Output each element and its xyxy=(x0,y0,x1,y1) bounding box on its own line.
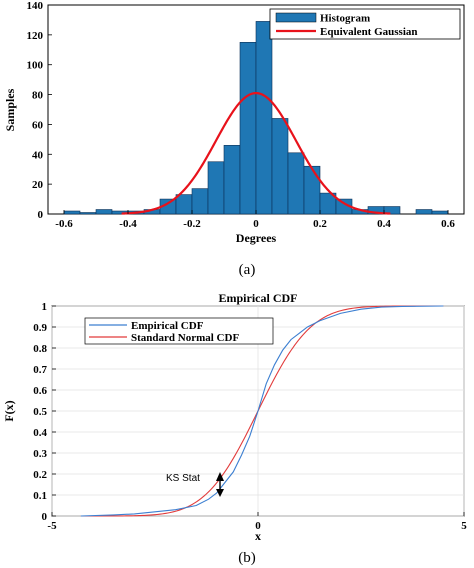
cdf-legend: Empirical CDF Standard Normal CDF xyxy=(84,317,274,345)
histogram-x-tick-label: -0.2 xyxy=(183,218,201,230)
legend-label-empirical: Empirical CDF xyxy=(131,320,204,332)
histogram-y-tick-label: 140 xyxy=(27,0,44,12)
cdf-y-label: F(x) xyxy=(2,400,16,421)
histogram-panel: -0.6 -0.4 -0.2 0 0.2 0.4 0.6 0 20 40 60 80 100 120 14… xyxy=(3,0,465,278)
histogram-y-tick-label: 0 xyxy=(38,209,44,221)
cdf-y-tick-label: 0.6 xyxy=(33,385,47,397)
cdf-y-tick-label: 0.7 xyxy=(33,364,47,376)
cdf-x-label: x xyxy=(255,529,261,543)
caption-b: (b) xyxy=(238,550,256,566)
histogram-y-ticks: 0 20 40 60 80 100 120 140 xyxy=(27,0,52,221)
ks-stat-annotation: KS Stat xyxy=(166,472,224,497)
histogram-bar xyxy=(271,118,289,215)
legend-label-gaussian: Equivalent Gaussian xyxy=(320,26,418,38)
cdf-y-tick-label: 0.9 xyxy=(33,322,47,334)
histogram-y-tick-label: 40 xyxy=(32,149,44,161)
histogram-y-tick-label: 80 xyxy=(32,90,44,102)
cdf-y-tick-label: 0.3 xyxy=(33,448,47,460)
histogram-y-tick-label: 20 xyxy=(32,179,44,191)
histogram-x-tick-label: 0 xyxy=(253,218,259,230)
cdf-y-tick-label: 0.4 xyxy=(33,427,47,439)
histogram-y-tick-label: 120 xyxy=(27,30,44,42)
legend-label-normal: Standard Normal CDF xyxy=(131,332,239,344)
ks-arrow-head-top xyxy=(216,472,224,481)
legend-label-histogram: Histogram xyxy=(320,13,370,25)
cdf-y-ticks: 0 0.1 0.2 0.3 0.4 0.5 0.6 0.7 0.8 0.9 1 xyxy=(33,301,56,523)
histogram-bar xyxy=(63,210,81,215)
ks-arrow-head-bottom xyxy=(216,489,224,497)
histogram-bar xyxy=(303,165,321,215)
cdf-x-ticks: -5 0 5 xyxy=(47,512,467,532)
cdf-y-tick-label: 0.2 xyxy=(33,469,47,481)
standard-normal-cdf-line xyxy=(80,305,444,517)
histogram-bar xyxy=(79,212,97,215)
histogram-x-tick-label: -0.4 xyxy=(119,218,137,230)
cdf-legend-box xyxy=(84,317,274,345)
cdf-x-tick-label: -5 xyxy=(47,520,57,532)
cdf-y-tick-label: 1 xyxy=(42,301,48,313)
cdf-y-tick-label: 0 xyxy=(42,511,48,523)
cdf-y-tick-label: 0.1 xyxy=(33,490,47,502)
legend-swatch-histogram xyxy=(275,12,317,23)
histogram-x-label: Degrees xyxy=(236,231,277,245)
histogram-x-tick-label: -0.6 xyxy=(55,218,73,230)
histogram-bar xyxy=(415,209,433,215)
histogram-bar xyxy=(95,209,113,215)
histogram-bar xyxy=(191,188,209,215)
cdf-y-tick-label: 0.8 xyxy=(33,343,47,355)
histogram-x-tick-label: 0.4 xyxy=(377,218,391,230)
histogram-bar xyxy=(239,42,257,215)
empirical-cdf-line xyxy=(80,305,444,517)
histogram-bar xyxy=(223,145,241,215)
histogram-bar xyxy=(255,21,273,215)
histogram-bar xyxy=(207,161,225,215)
cdf-x-tick-label: 5 xyxy=(461,520,467,532)
gaussian-curve xyxy=(121,91,391,215)
histogram-x-tick-label: 0.6 xyxy=(441,218,455,230)
caption-a: (a) xyxy=(239,262,256,278)
cdf-y-tick-label: 0.5 xyxy=(33,406,47,418)
cdf-x-tick-label: 0 xyxy=(255,520,261,532)
histogram-x-tick-label: 0.2 xyxy=(313,218,327,230)
histogram-y-label: Samples xyxy=(3,88,17,131)
histogram-y-tick-label: 60 xyxy=(32,119,44,131)
ks-stat-label: KS Stat xyxy=(166,473,200,484)
histogram-x-ticks: -0.6 -0.4 -0.2 0 0.2 0.4 0.6 xyxy=(55,210,455,230)
cdf-panel: -5 0 5 00.10.20.30.40.50.60.70.80.91 Empir… xyxy=(2,291,467,566)
histogram-bar xyxy=(287,152,305,215)
histogram-bar xyxy=(175,194,193,215)
histogram-legend: Histogram Equivalent Gaussian xyxy=(269,8,461,40)
histogram-bar xyxy=(431,210,449,215)
histogram-y-tick-label: 100 xyxy=(27,60,44,72)
cdf-title: Empirical CDF xyxy=(219,291,298,305)
